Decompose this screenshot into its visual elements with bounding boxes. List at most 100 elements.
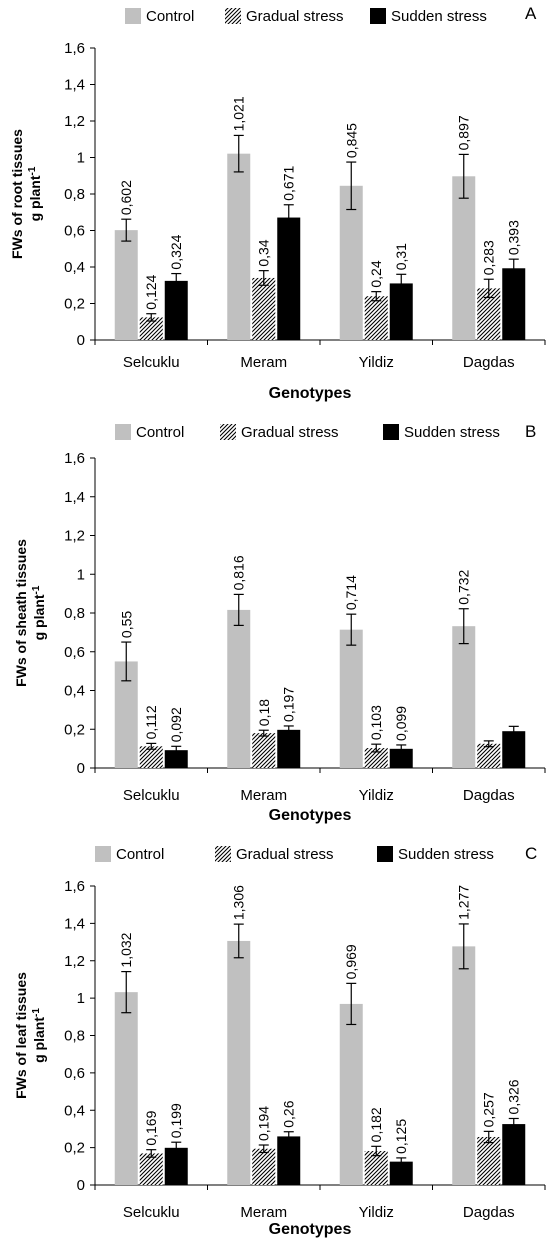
y-axis-title: FWs of leaf tissues <box>13 972 29 1099</box>
y-tick-label: 1,6 <box>64 878 85 895</box>
y-tick-label: 0,4 <box>64 683 85 700</box>
bar-sudden <box>164 1147 188 1185</box>
data-label: 0,34 <box>256 239 272 266</box>
data-label: 0,671 <box>281 166 297 201</box>
data-label: 1,306 <box>231 885 247 920</box>
legend-swatch-sudden <box>377 846 393 862</box>
bar-gradual <box>477 743 501 768</box>
data-label: 1,021 <box>231 96 247 131</box>
data-label: 1,277 <box>456 885 472 920</box>
bar-sudden <box>502 731 526 768</box>
x-category-label: Selcuklu <box>123 787 180 804</box>
x-category-label: Selcuklu <box>123 354 180 371</box>
bar-gradual <box>477 1136 501 1185</box>
y-tick-label: 0,8 <box>64 605 85 622</box>
data-label: 0,897 <box>456 115 472 150</box>
data-label: 0,26 <box>281 1100 297 1127</box>
data-label: 0,969 <box>343 944 359 979</box>
data-label: 0,197 <box>281 687 297 722</box>
data-label: 0,393 <box>506 220 522 255</box>
legend-swatch-gradual <box>220 424 236 440</box>
x-category-label: Meram <box>240 787 287 804</box>
bar-sudden <box>277 1136 301 1185</box>
y-tick-label: 1,6 <box>64 40 85 57</box>
y-tick-label: 0,2 <box>64 721 85 738</box>
bar-sudden <box>389 283 413 340</box>
y-axis-unit: g plant-1 <box>31 585 48 640</box>
x-axis-title: Genotypes <box>269 1221 352 1238</box>
data-label: 0,714 <box>343 575 359 610</box>
legend-label-sudden: Sudden stress <box>398 846 494 863</box>
bar-control <box>339 629 363 768</box>
panel-letter: C <box>525 844 537 863</box>
data-label: 0,324 <box>168 234 184 269</box>
x-category-label: Dagdas <box>463 354 515 371</box>
data-label: 0,326 <box>506 1079 522 1114</box>
x-category-label: Dagdas <box>463 787 515 804</box>
y-tick-label: 1,4 <box>64 77 85 94</box>
y-tick-label: 1,4 <box>64 915 85 932</box>
data-label: 0,124 <box>143 274 159 309</box>
panel-letter: A <box>525 4 537 23</box>
x-category-label: Selcuklu <box>123 1204 180 1221</box>
y-axis-title: FWs of root tissues <box>9 129 25 259</box>
legend-swatch-sudden <box>383 424 399 440</box>
bar-control <box>227 153 251 340</box>
bar-control <box>227 940 251 1185</box>
data-label: 0,816 <box>231 555 247 590</box>
y-tick-label: 0,4 <box>64 1102 85 1119</box>
y-tick-label: 1,2 <box>64 113 85 130</box>
y-tick-label: 0,6 <box>64 644 85 661</box>
x-category-label: Yildiz <box>359 354 394 371</box>
bar-gradual <box>364 748 388 768</box>
x-category-label: Meram <box>240 1204 287 1221</box>
data-label: 0,24 <box>368 260 384 287</box>
bar-control <box>114 992 138 1185</box>
y-tick-label: 0,6 <box>64 223 85 240</box>
y-tick-label: 1,2 <box>64 528 85 545</box>
bar-gradual <box>139 317 163 340</box>
y-axis-title: FWs of sheath tissues <box>13 539 29 687</box>
legend-label-gradual: Gradual stress <box>236 846 334 863</box>
bar-sudden <box>502 1124 526 1185</box>
data-label: 0,845 <box>343 123 359 158</box>
y-tick-label: 0,8 <box>64 186 85 203</box>
bar-control <box>452 176 476 340</box>
bar-sudden <box>277 729 301 768</box>
bar-gradual <box>364 296 388 340</box>
x-axis-title: Genotypes <box>269 807 352 824</box>
data-label: 0,31 <box>393 243 409 270</box>
data-label: 0,18 <box>256 699 272 726</box>
data-label: 0,169 <box>143 1110 159 1145</box>
x-axis-title: Genotypes <box>269 385 352 402</box>
y-tick-label: 1,2 <box>64 953 85 970</box>
bar-control <box>452 626 476 768</box>
bar-control <box>227 609 251 768</box>
data-label: 0,199 <box>168 1103 184 1138</box>
y-tick-label: 1 <box>77 566 85 583</box>
data-label: 1,032 <box>118 932 134 967</box>
legend-label-sudden: Sudden stress <box>391 8 487 25</box>
bar-control <box>114 230 138 340</box>
x-category-label: Yildiz <box>359 1204 394 1221</box>
y-tick-label: 0,6 <box>64 1065 85 1082</box>
bar-sudden <box>389 748 413 768</box>
bar-control <box>339 1003 363 1185</box>
y-tick-label: 0 <box>77 332 85 349</box>
bar-sudden <box>164 750 188 768</box>
legend-label-control: Control <box>116 846 164 863</box>
y-tick-label: 0,2 <box>64 296 85 313</box>
legend-swatch-control <box>115 424 131 440</box>
legend-label-sudden: Sudden stress <box>404 424 500 441</box>
data-label: 0,257 <box>481 1092 497 1127</box>
data-label: 0,103 <box>368 705 384 740</box>
y-tick-label: 0,2 <box>64 1140 85 1157</box>
panel-letter: B <box>525 422 536 441</box>
y-tick-label: 1 <box>77 990 85 1007</box>
bar-control <box>339 185 363 340</box>
bar-sudden <box>164 280 188 340</box>
bar-sudden <box>502 268 526 340</box>
data-label: 0,112 <box>143 705 159 739</box>
x-category-label: Yildiz <box>359 787 394 804</box>
